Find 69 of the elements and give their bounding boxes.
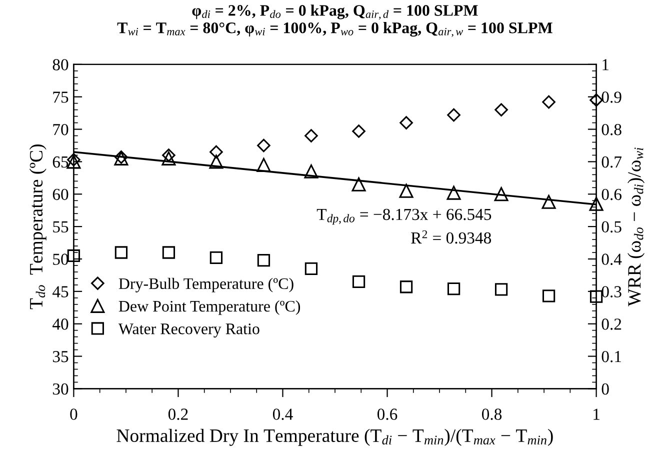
point <box>257 138 270 152</box>
point <box>590 93 603 107</box>
y2-tick-label: 0.5 <box>602 221 622 233</box>
legend-label: Dew Point Temperature (ºC) <box>118 300 300 315</box>
y2-tick-label: 0.2 <box>602 318 622 330</box>
x-tick-label: 0.6 <box>377 408 398 420</box>
point <box>590 290 603 303</box>
point <box>304 129 318 142</box>
point <box>542 290 556 302</box>
point <box>162 246 176 259</box>
point <box>400 280 413 294</box>
point <box>304 262 318 276</box>
y2-tick-label: 0.8 <box>602 124 622 136</box>
point <box>257 254 270 267</box>
y2-tick-label: 1 <box>602 59 608 70</box>
point <box>399 184 414 198</box>
y-tick-label: 70 <box>53 124 68 136</box>
point <box>494 187 508 202</box>
y-tick-label: 35 <box>52 351 68 362</box>
point <box>447 108 460 122</box>
point <box>352 124 366 138</box>
y-tick-label: 65 <box>52 156 68 168</box>
y-tick-label: 30 <box>52 383 68 395</box>
y2-tick-label: 0.6 <box>602 188 622 200</box>
y-tick-label: 45 <box>52 286 68 298</box>
x-tick-label: 0.2 <box>168 408 188 420</box>
point <box>162 148 176 162</box>
y2-tick-label: 0.4 <box>602 254 622 265</box>
y2-tick-label: 0.7 <box>602 156 622 168</box>
legend-label: Water Recovery Ratio <box>118 324 260 338</box>
y-tick-label: 80 <box>52 59 68 70</box>
x-tick-label: 0.8 <box>482 408 502 420</box>
point <box>352 177 366 192</box>
point <box>589 196 604 211</box>
x-tick-label: 0.4 <box>272 408 293 420</box>
text: Normalized Dry In Temperature (T$_{di}$ − T$_{min}$)/(T$_{max}$ − T$_{min}$) <box>116 428 553 446</box>
point <box>400 116 413 130</box>
point <box>304 164 318 178</box>
point <box>210 251 223 264</box>
y2-tick-label: 0 <box>602 383 609 395</box>
point <box>447 282 460 296</box>
point <box>494 283 508 296</box>
annotation: T$_{dp,do}$ = −8.173x + 66.545 <box>316 208 492 225</box>
point <box>67 153 80 166</box>
y2-tick-label: 0.9 <box>602 92 622 103</box>
chart-title: φ$_{di}$ = 2%, P$_{do}$ = 0 kPag, Q$_{air,d}$ = 100 SLPM T$_{wi}$ = T$_{max}$ = 80°C, φ$_{wi}$ = 100%, P$_{wo}$ = 0 kPag, Q$_{air,w}$ = 100 SLPM <box>117 4 552 38</box>
y2-tick-label: 0.1 <box>602 350 621 362</box>
point <box>542 95 556 109</box>
point <box>352 275 366 288</box>
point <box>210 145 223 159</box>
point <box>209 154 224 169</box>
y-axis-title: T$_{do}$ Temperature (ºC) <box>29 144 46 310</box>
y-tick-label: 40 <box>52 318 68 330</box>
y-tick-label: 55 <box>53 221 68 232</box>
x-tick-label: 1 <box>594 408 600 420</box>
y-tick-label: 75 <box>53 92 68 103</box>
point <box>114 246 128 259</box>
annotation: R$^{2}$ = 0.9348 <box>411 230 492 244</box>
point <box>494 103 508 116</box>
y2-axis-title: WRR (ω$_{do}$ − ω$_{di}$)/ω$_{wi}$ <box>628 148 645 306</box>
y2-tick-label: 0.3 <box>602 286 622 298</box>
y-tick-label: 60 <box>52 188 68 200</box>
legend-label: Dry-Bulb Temperature (ºC) <box>118 278 294 292</box>
point <box>542 194 556 209</box>
x-tick-label: 0 <box>70 408 78 420</box>
point <box>446 186 461 200</box>
point <box>67 249 80 262</box>
point <box>162 151 176 166</box>
point <box>256 158 271 172</box>
